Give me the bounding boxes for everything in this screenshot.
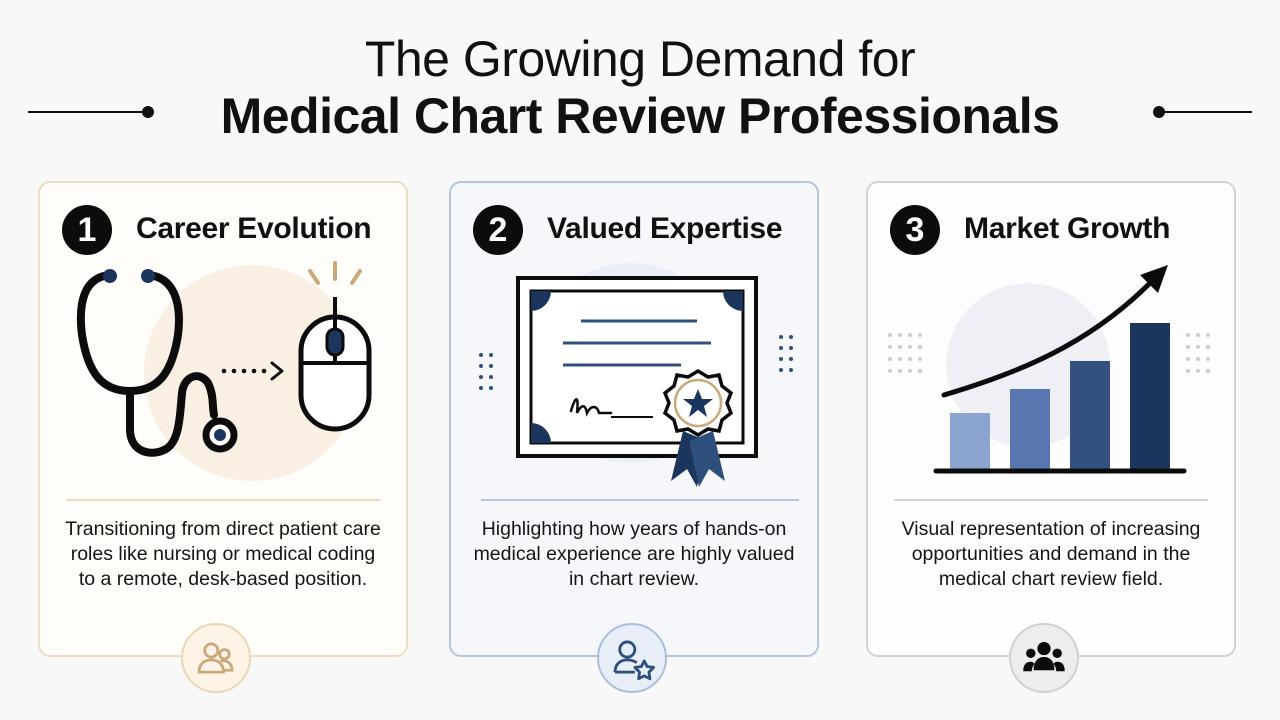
card-title: Market Growth [964, 212, 1171, 245]
right-rule [1162, 111, 1252, 113]
page-title-line1: The Growing Demand for [364, 31, 916, 87]
step-number-badge: 1 [62, 205, 112, 255]
card-description: Highlighting how years of hands-on medic… [473, 518, 795, 590]
certificate-icon [479, 263, 793, 487]
left-rule [28, 111, 144, 113]
stethoscope-to-mouse-icon [76, 261, 372, 481]
card-description: Transitioning from direct patient care r… [65, 518, 381, 590]
step-number-badge: 2 [473, 205, 523, 255]
users-icon [181, 623, 251, 693]
user-star-icon [597, 623, 667, 693]
group-icon [1009, 623, 1079, 693]
header: The Growing Demand for Medical Chart Rev… [0, 0, 1280, 160]
card-career-evolution: 1 Career Evolution Transitioning from di… [38, 181, 408, 657]
page-title-line2: Medical Chart Review Professionals [220, 88, 1060, 144]
card-title: Valued Expertise [547, 212, 783, 245]
right-rule-dot [1153, 106, 1165, 118]
step-number-badge: 3 [890, 205, 940, 255]
growth-bar-chart-icon [888, 265, 1210, 474]
card-divider [66, 499, 380, 501]
left-rule-dot [142, 106, 154, 118]
card-market-growth: 3 Market Growth Visual representation of… [866, 181, 1236, 657]
card-divider [481, 499, 799, 501]
card-divider [894, 499, 1208, 501]
card-description: Visual representation of increasing oppo… [901, 518, 1201, 590]
card-valued-expertise: 2 Valued Expertise [449, 181, 819, 657]
card-title: Career Evolution [136, 212, 372, 245]
